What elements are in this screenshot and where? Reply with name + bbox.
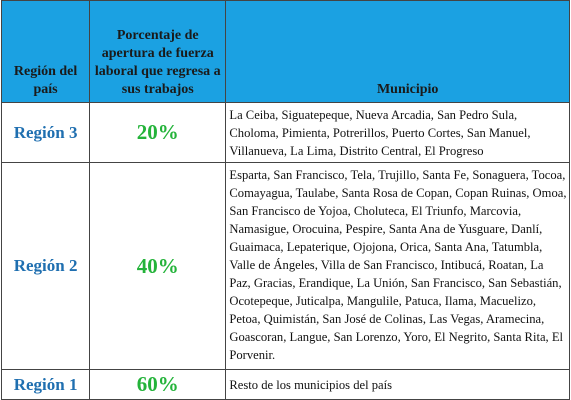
municipio-cell: La Ceiba, Siguatepeque, Nueva Arcadia, S… (225, 102, 570, 163)
municipio-cell: Esparta, San Francisco, Tela, Trujillo, … (225, 162, 570, 370)
header-percent: Porcentaje de apertura de fuerza laboral… (89, 0, 227, 103)
table-row: Región 3 20% La Ceiba, Siguatepeque, Nue… (0, 102, 570, 163)
header-row: Región del país Porcentaje de apertura d… (0, 0, 570, 103)
table-row: Región 2 40% Esparta, San Francisco, Tel… (0, 162, 570, 370)
percent-cell: 60% (89, 369, 227, 400)
percent-cell: 40% (89, 162, 227, 370)
table-row: Región 1 60% Resto de los municipios del… (0, 369, 570, 400)
percent-cell: 20% (89, 102, 227, 163)
header-municipio: Municipio (225, 0, 570, 103)
region-cell: Región 2 (0, 162, 91, 370)
region-cell: Región 3 (0, 102, 91, 163)
header-region: Región del país (0, 0, 91, 103)
municipio-cell: Resto de los municipios del país (225, 369, 570, 400)
region-cell: Región 1 (0, 369, 91, 400)
